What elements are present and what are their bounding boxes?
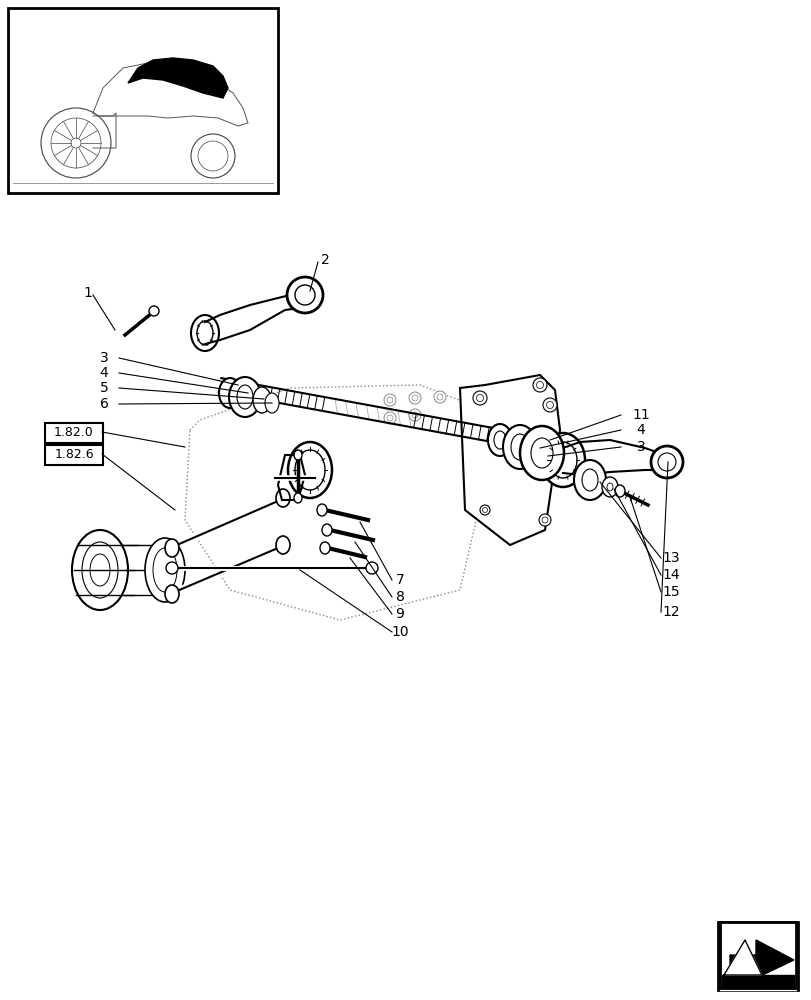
- Ellipse shape: [90, 554, 109, 586]
- Ellipse shape: [294, 493, 302, 503]
- Ellipse shape: [276, 536, 290, 554]
- Ellipse shape: [294, 450, 324, 490]
- Ellipse shape: [145, 538, 185, 602]
- Ellipse shape: [532, 378, 547, 392]
- Ellipse shape: [601, 477, 617, 497]
- Ellipse shape: [253, 387, 271, 413]
- Ellipse shape: [264, 393, 279, 413]
- FancyBboxPatch shape: [45, 423, 103, 443]
- Ellipse shape: [237, 385, 253, 409]
- Ellipse shape: [409, 409, 420, 421]
- Text: 10: 10: [391, 625, 408, 639]
- Ellipse shape: [294, 450, 302, 460]
- Text: 4: 4: [100, 366, 108, 380]
- Ellipse shape: [546, 401, 553, 408]
- Ellipse shape: [541, 517, 547, 523]
- Text: 8: 8: [395, 590, 404, 604]
- Ellipse shape: [510, 434, 528, 460]
- Text: 4: 4: [636, 423, 645, 437]
- Text: 7: 7: [395, 573, 404, 587]
- Ellipse shape: [607, 483, 612, 491]
- Polygon shape: [460, 375, 560, 545]
- Ellipse shape: [502, 425, 536, 469]
- Ellipse shape: [366, 562, 378, 574]
- Ellipse shape: [384, 394, 396, 406]
- Text: 6: 6: [100, 397, 109, 411]
- Text: 2: 2: [320, 253, 329, 267]
- Polygon shape: [729, 968, 755, 978]
- Ellipse shape: [614, 485, 624, 497]
- Ellipse shape: [82, 542, 118, 598]
- Ellipse shape: [476, 394, 483, 401]
- Ellipse shape: [536, 381, 543, 388]
- Ellipse shape: [487, 424, 512, 456]
- Polygon shape: [723, 940, 761, 975]
- Ellipse shape: [197, 321, 212, 345]
- Text: 3: 3: [100, 351, 108, 365]
- Text: 15: 15: [662, 585, 679, 599]
- Ellipse shape: [433, 391, 445, 403]
- Ellipse shape: [276, 489, 290, 507]
- Ellipse shape: [436, 394, 443, 400]
- Polygon shape: [277, 455, 305, 500]
- Ellipse shape: [165, 562, 178, 574]
- Text: 11: 11: [631, 408, 649, 422]
- Ellipse shape: [411, 395, 418, 401]
- Ellipse shape: [540, 433, 584, 487]
- Polygon shape: [562, 440, 664, 475]
- Ellipse shape: [539, 514, 551, 526]
- Ellipse shape: [581, 469, 597, 491]
- Ellipse shape: [473, 391, 487, 405]
- Circle shape: [148, 306, 159, 316]
- Ellipse shape: [387, 415, 393, 421]
- Ellipse shape: [322, 524, 332, 536]
- Text: 3: 3: [636, 440, 645, 454]
- Ellipse shape: [573, 460, 605, 500]
- Text: 14: 14: [662, 568, 679, 582]
- Ellipse shape: [409, 392, 420, 404]
- Bar: [719, 922, 795, 988]
- Ellipse shape: [493, 431, 505, 449]
- Ellipse shape: [316, 504, 327, 516]
- Ellipse shape: [548, 442, 577, 478]
- Ellipse shape: [286, 277, 323, 313]
- Polygon shape: [729, 940, 793, 978]
- Ellipse shape: [72, 530, 128, 610]
- Text: 1: 1: [84, 286, 92, 300]
- Text: 9: 9: [395, 607, 404, 621]
- Ellipse shape: [479, 505, 489, 515]
- Ellipse shape: [543, 398, 556, 412]
- Ellipse shape: [152, 548, 177, 592]
- Text: 5: 5: [100, 381, 108, 395]
- Ellipse shape: [482, 508, 487, 512]
- Text: 1.82.0: 1.82.0: [54, 426, 94, 438]
- Ellipse shape: [387, 397, 393, 403]
- Ellipse shape: [288, 442, 332, 498]
- Ellipse shape: [650, 446, 682, 478]
- Text: 1.82.6: 1.82.6: [54, 448, 94, 460]
- Ellipse shape: [657, 453, 676, 471]
- Ellipse shape: [229, 377, 260, 417]
- Ellipse shape: [320, 542, 329, 554]
- Polygon shape: [128, 58, 228, 98]
- Ellipse shape: [519, 426, 564, 480]
- Bar: [8, 8, 277, 193]
- Text: 12: 12: [662, 605, 679, 619]
- Ellipse shape: [411, 412, 418, 418]
- Ellipse shape: [165, 539, 178, 557]
- Text: 13: 13: [662, 551, 679, 565]
- Ellipse shape: [191, 315, 219, 351]
- Ellipse shape: [294, 285, 315, 305]
- Polygon shape: [721, 975, 793, 988]
- FancyBboxPatch shape: [45, 445, 103, 465]
- Ellipse shape: [165, 585, 178, 603]
- Polygon shape: [719, 926, 795, 990]
- Ellipse shape: [384, 412, 396, 424]
- Ellipse shape: [219, 378, 241, 408]
- Bar: [717, 922, 797, 990]
- Ellipse shape: [530, 438, 552, 468]
